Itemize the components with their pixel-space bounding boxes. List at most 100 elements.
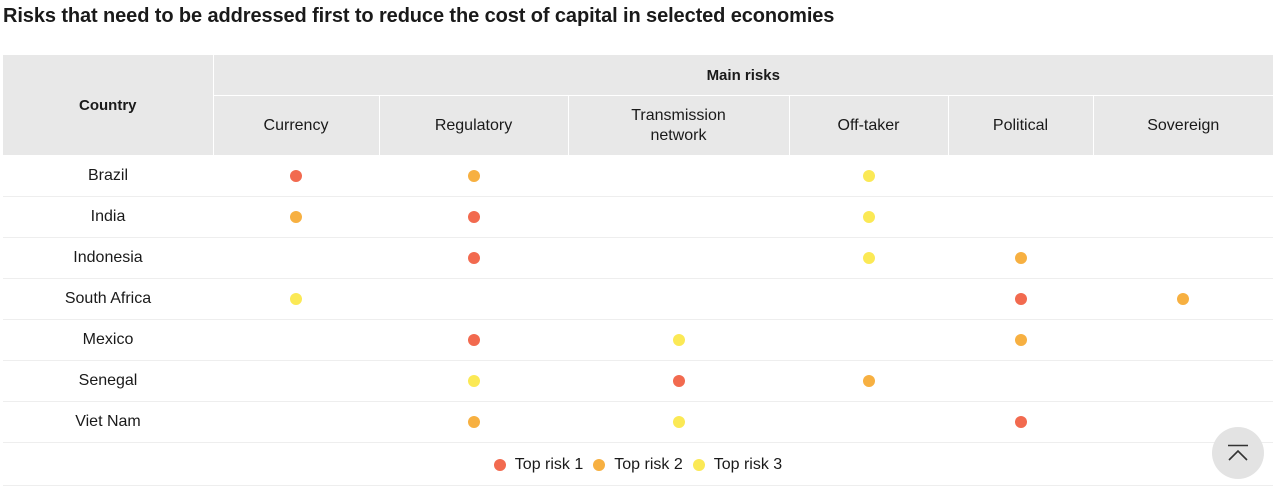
risk-cell: [1093, 360, 1273, 402]
chevron-up-bar-icon: [1228, 444, 1248, 461]
risk-cell: [789, 237, 948, 279]
risk-dot-level-3: [862, 251, 875, 264]
risk-cell: [789, 401, 948, 443]
table-row: Brazil: [3, 155, 1273, 197]
risk-column-headers: Currency Regulatory Transmission network Off…: [3, 95, 1273, 156]
risk-cell: [379, 237, 568, 279]
risk-dot-level-1: [1014, 415, 1027, 428]
legend-item: Top risk 1: [493, 456, 584, 474]
risk-cell: [379, 278, 568, 320]
risk-dot-level-1: [467, 333, 480, 346]
risk-cell: [213, 360, 379, 402]
risk-cell: [1093, 237, 1273, 279]
risk-column-header: Political: [948, 95, 1094, 156]
table-body: Brazil India Indonesia South Africa Mexico Se…: [3, 155, 1273, 443]
risk-cell: [1093, 278, 1273, 320]
risk-dot-level-3: [672, 333, 685, 346]
table-row: Viet Nam: [3, 401, 1273, 443]
risk-column-header: Regulatory: [379, 95, 569, 156]
country-cell: Brazil: [3, 155, 213, 197]
country-cell: Mexico: [3, 319, 213, 361]
risk-dot-level-3: [862, 169, 875, 182]
country-cell: India: [3, 196, 213, 238]
risk-cell: [213, 196, 379, 238]
risk-cell: [213, 155, 379, 197]
table-row: Senegal: [3, 360, 1273, 402]
risk-dot-level-1: [1014, 292, 1027, 305]
scroll-to-top-button[interactable]: [1212, 427, 1264, 479]
risk-column-header: Transmission network: [568, 95, 790, 156]
risk-dot-level-2: [1014, 333, 1027, 346]
page-title: Risks that need to be addressed first to…: [3, 5, 835, 27]
risk-cell: [948, 237, 1093, 279]
risk-cell: [379, 319, 568, 361]
risk-cell: [948, 401, 1093, 443]
table-row: Mexico: [3, 319, 1273, 361]
legend-item: Top risk 3: [692, 456, 783, 474]
risk-cell: [1093, 319, 1273, 361]
risk-cell: [568, 196, 789, 238]
country-cell: Viet Nam: [3, 401, 213, 443]
legend-dot: [593, 459, 606, 471]
risk-dot-level-2: [862, 374, 875, 387]
table-row: India: [3, 196, 1273, 238]
risk-cell: [789, 319, 948, 361]
risk-cell: [568, 155, 789, 197]
risk-cell: [789, 360, 948, 402]
risk-cell: [568, 237, 789, 279]
risk-dot-level-2: [290, 210, 302, 223]
risk-dot-level-2: [467, 415, 480, 428]
risk-dot-level-1: [672, 374, 685, 387]
risk-cell: [568, 278, 789, 320]
legend-item: Top risk 2: [593, 456, 683, 474]
risk-cell: [568, 401, 789, 443]
risk-cell: [213, 401, 379, 443]
risk-dot-level-1: [467, 251, 480, 264]
legend-dot: [692, 459, 705, 471]
risk-cell: [568, 319, 789, 361]
risk-cell: [568, 360, 789, 402]
risk-column-header: Sovereign: [1093, 95, 1273, 156]
risk-dot-level-1: [290, 169, 302, 182]
risk-cell: [948, 155, 1093, 197]
country-column-header: Country: [3, 55, 214, 156]
risk-dot-level-3: [862, 210, 875, 223]
risk-dot-level-3: [290, 292, 302, 305]
risk-cell: [789, 196, 948, 238]
risk-cell: [789, 155, 948, 197]
table-row: South Africa: [3, 278, 1273, 320]
risk-column-header: Currency: [213, 95, 380, 156]
risk-table: Country Main risks Currency Regulatory Tra…: [3, 55, 1273, 443]
risk-dot-level-1: [467, 210, 480, 223]
risk-cell: [213, 319, 379, 361]
risk-cell: [948, 360, 1093, 402]
risk-column-header: Off-taker: [789, 95, 949, 156]
country-cell: Indonesia: [3, 237, 213, 279]
risk-cell: [379, 155, 568, 197]
country-cell: South Africa: [3, 278, 213, 320]
risk-dot-level-2: [1014, 251, 1027, 264]
legend-label: Top risk 1: [514, 456, 584, 473]
legend-dot: [493, 459, 506, 471]
risk-cell: [1093, 196, 1273, 238]
risk-cell: [213, 237, 379, 279]
risk-cell: [213, 278, 379, 320]
risk-dot-level-3: [672, 415, 685, 428]
risk-dot-level-3: [467, 374, 480, 387]
risk-dot-level-2: [467, 169, 480, 182]
risk-dot-level-2: [1177, 292, 1189, 305]
risk-cell: [948, 196, 1093, 238]
legend: Top risk 1 Top risk 2 Top risk 3: [3, 445, 1273, 486]
main-risks-header: Main risks: [213, 55, 1273, 96]
legend-label: Top risk 2: [614, 456, 683, 473]
risk-cell: [379, 401, 568, 443]
risk-cell: [379, 360, 568, 402]
country-cell: Senegal: [3, 360, 213, 402]
risk-cell: [1093, 155, 1273, 197]
risk-cell: [948, 278, 1093, 320]
legend-label: Top risk 3: [713, 456, 783, 473]
table-row: Indonesia: [3, 237, 1273, 279]
risk-cell: [379, 196, 568, 238]
risk-cell: [789, 278, 948, 320]
risk-cell: [948, 319, 1093, 361]
